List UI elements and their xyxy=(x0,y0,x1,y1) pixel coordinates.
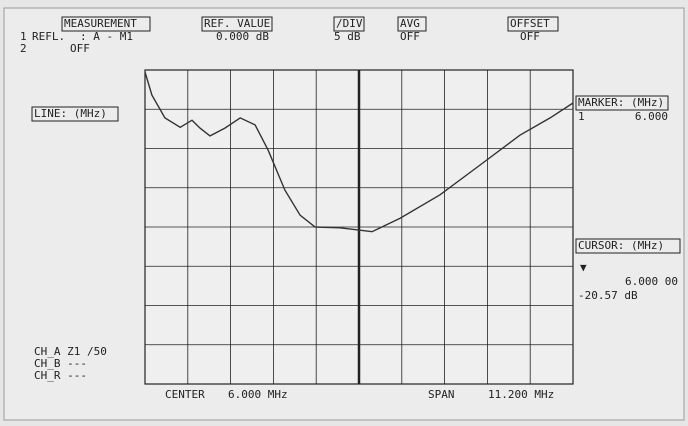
header-value: OFF xyxy=(70,42,90,55)
trace-index: 1 xyxy=(20,30,27,43)
label-box xyxy=(333,16,365,32)
center-label: CENTER xyxy=(165,388,205,401)
marker-value: 6.000 xyxy=(635,110,668,123)
header-label: OFFSET xyxy=(510,17,550,30)
channel: CH_A Z1 /50 xyxy=(34,345,107,358)
cursor-level: -20.57 dB xyxy=(578,289,638,302)
label-box xyxy=(31,106,119,122)
header-value: REFL. xyxy=(32,30,65,43)
trace-index: 2 xyxy=(20,42,27,55)
header-label: /DIV xyxy=(336,17,363,30)
span-label: SPAN xyxy=(428,388,455,401)
header-value: OFF xyxy=(520,30,540,43)
cursor-freq: 6.000 00 xyxy=(625,275,678,288)
label-box xyxy=(507,16,559,32)
label-box xyxy=(61,16,151,32)
header-label: AVG xyxy=(400,17,420,30)
header-label: REF. VALUE xyxy=(204,17,270,30)
header-value: 5 dB xyxy=(334,30,361,43)
channel: CH_R --- xyxy=(34,369,87,382)
span-value: 11.200 MHz xyxy=(488,388,554,401)
line-label: LINE: (MHz) xyxy=(34,107,107,120)
marker-index: 1 xyxy=(578,110,585,123)
label-box xyxy=(397,16,427,32)
header-value: 0.000 dB xyxy=(216,30,269,43)
label-box xyxy=(575,238,681,254)
header-value: : A - M1 xyxy=(80,30,133,43)
trace xyxy=(144,71,574,233)
cursor-symbol: ▼ xyxy=(580,261,587,274)
label-box xyxy=(575,95,669,111)
cursor-label: CURSOR: (MHz) xyxy=(578,239,664,252)
label-box xyxy=(201,16,273,32)
center-value: 6.000 MHz xyxy=(228,388,288,401)
channel: CH_B --- xyxy=(34,357,87,370)
header-value: OFF xyxy=(400,30,420,43)
marker-label: MARKER: (MHz) xyxy=(578,96,664,109)
header-label: MEASUREMENT xyxy=(64,17,137,30)
